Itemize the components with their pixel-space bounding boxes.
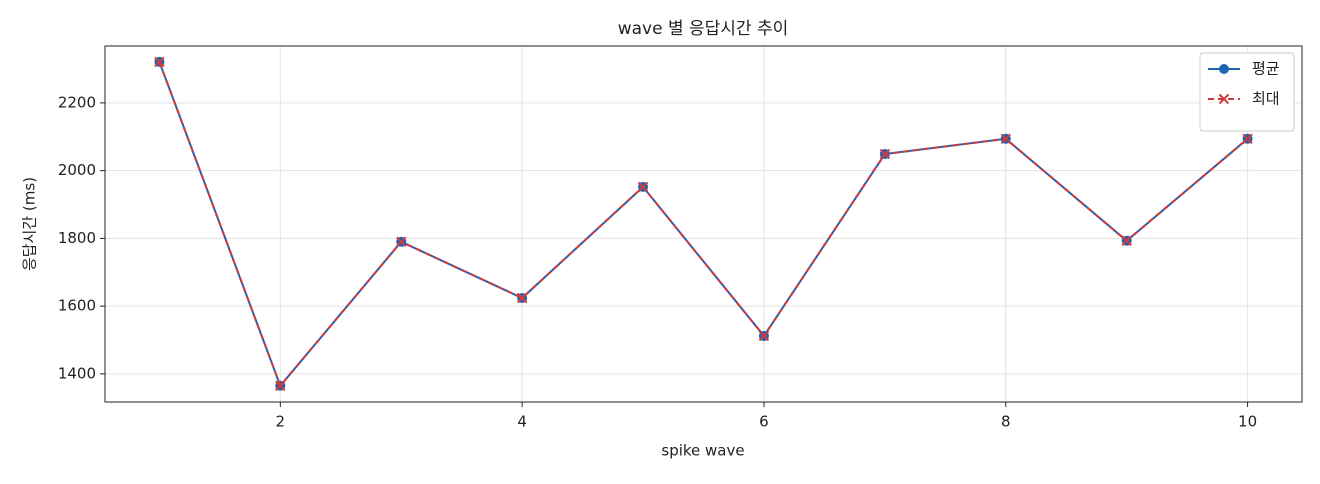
y-axis-label: 응답시간 (ms) [21, 177, 39, 271]
marker [396, 236, 407, 247]
marker [154, 56, 165, 68]
legend-label: 평균 [1252, 60, 1280, 78]
marker [758, 330, 770, 342]
x-axis-label: spike wave [661, 442, 744, 460]
marker [879, 148, 891, 160]
y-tick-label: 1400 [58, 364, 96, 382]
y-tick-label: 1600 [58, 297, 96, 315]
marker [1242, 133, 1253, 145]
y-tick-label: 2000 [58, 161, 96, 179]
y-tick-label: 2200 [58, 93, 96, 111]
x-tick-label: 8 [1001, 413, 1011, 431]
marker [1219, 64, 1229, 74]
marker [637, 181, 649, 193]
x-tick-label: 4 [517, 413, 527, 431]
series-line [158, 61, 1249, 388]
x-tick-label: 10 [1238, 413, 1257, 431]
x-tick-label: 2 [276, 413, 286, 431]
marker [516, 292, 528, 304]
marker [1121, 235, 1132, 246]
legend-label: 최대 [1252, 90, 1280, 108]
series-line [158, 61, 1249, 388]
marker [1218, 93, 1230, 105]
marker [275, 380, 286, 391]
x-tick-label: 6 [759, 413, 769, 431]
legend-frame [1199, 52, 1295, 132]
y-tick-label: 1800 [58, 229, 96, 247]
marker [1000, 133, 1011, 145]
plot-frame [104, 45, 1303, 403]
chart-title: wave 별 응답시간 추이 [618, 19, 789, 39]
